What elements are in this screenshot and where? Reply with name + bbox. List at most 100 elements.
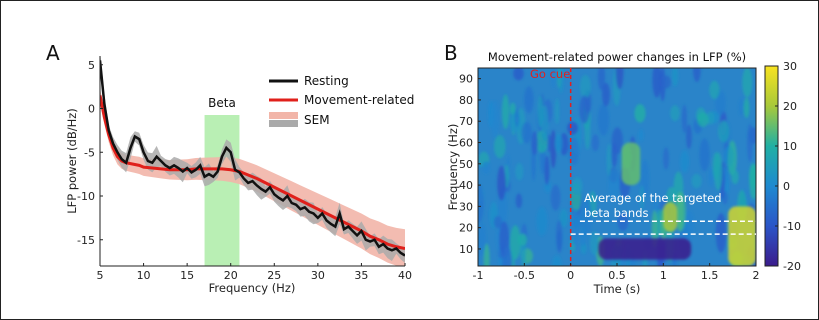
heatmap-cell bbox=[749, 163, 756, 200]
beta-band-label: Beta bbox=[208, 96, 236, 110]
heatmap-cell bbox=[634, 104, 646, 123]
band-annotation-line1: Average of the targeted bbox=[584, 191, 722, 205]
heatmap-y-tick-label: 90 bbox=[459, 73, 473, 86]
beta-band-highlight bbox=[204, 115, 240, 266]
movement-related-line bbox=[100, 95, 405, 250]
heatmap-cell bbox=[536, 206, 548, 236]
heatmap-cell bbox=[589, 231, 600, 256]
legend: Resting Movement-related SEM bbox=[269, 74, 414, 127]
heatmap-cell bbox=[497, 165, 506, 201]
heatmap-cell bbox=[531, 131, 538, 156]
heatmap-cell bbox=[666, 187, 677, 207]
heatmap-cell bbox=[608, 168, 620, 202]
heatmap-y-tick-label: 70 bbox=[459, 115, 473, 128]
heatmap-cell bbox=[715, 212, 727, 253]
heatmap-cell bbox=[483, 243, 490, 266]
panel-b-label: B bbox=[444, 41, 458, 65]
x-tick-label: 20 bbox=[224, 269, 238, 282]
heatmap-cell bbox=[731, 169, 739, 185]
heatmap-cell bbox=[515, 163, 524, 181]
heatmap-cell bbox=[684, 210, 695, 239]
heatmap-cell bbox=[661, 75, 672, 89]
heatmap-cell bbox=[671, 68, 679, 87]
heatmap-cell bbox=[615, 68, 624, 90]
heatmap-cell bbox=[602, 82, 610, 107]
colorbar-tick-label: 20 bbox=[783, 100, 797, 113]
heatmap-cell bbox=[567, 121, 579, 135]
heatmap-y-tick-label: 20 bbox=[459, 222, 473, 235]
heatmap-x-tick-label: -1 bbox=[473, 269, 484, 282]
heatmap-cell bbox=[718, 120, 730, 143]
heatmap-y-tick-label: 50 bbox=[459, 158, 473, 171]
heatmap-cell bbox=[591, 134, 600, 152]
heatmap-cell bbox=[743, 97, 750, 119]
heatmap-cell bbox=[550, 68, 557, 89]
heatmap-region bbox=[621, 142, 641, 186]
heatmap-cell bbox=[681, 104, 688, 134]
heatmap-cell bbox=[521, 121, 532, 144]
heatmap-y-tick-label: 80 bbox=[459, 94, 473, 107]
time-frequency-heatmap: -1 -0.5 0 0.5 1 1.5 2 10 20 30 40 50 60 70 80 90 bbox=[459, 67, 760, 282]
heatmap-cell bbox=[550, 184, 561, 211]
heatmap-x-tick-label: 0 bbox=[567, 269, 574, 282]
heatmap-cell bbox=[513, 68, 524, 81]
legend-movement-label: Movement-related bbox=[304, 93, 414, 107]
heatmap-cell bbox=[693, 68, 701, 82]
heatmap-cell bbox=[559, 208, 569, 227]
heatmap-x-tick-label: -0.5 bbox=[514, 269, 535, 282]
heatmap-y-axis-title: Frequency (Hz) bbox=[446, 124, 460, 211]
heatmap-cell bbox=[541, 105, 549, 141]
heatmap-cell bbox=[727, 145, 734, 175]
heatmap-x-axis-title: Time (s) bbox=[593, 282, 641, 296]
legend-sem-swatch-movement bbox=[269, 112, 298, 119]
y-tick-label: 5 bbox=[88, 59, 95, 72]
heatmap-cell bbox=[514, 107, 519, 127]
colorbar-tick-label: 10 bbox=[783, 140, 797, 153]
y-tick-label: -15 bbox=[77, 234, 95, 247]
heatmap-cell bbox=[580, 227, 587, 246]
legend-sem-swatch-resting bbox=[269, 120, 298, 127]
heatmap-y-tick-label: 30 bbox=[459, 200, 473, 213]
y-tick-label: -5 bbox=[84, 146, 95, 159]
heatmap-cell bbox=[478, 183, 484, 224]
heatmap-cell bbox=[686, 124, 692, 150]
y-tick-label: -10 bbox=[77, 190, 95, 203]
heatmap-region bbox=[728, 206, 756, 266]
axis-ticks: 5 10 15 20 25 30 35 40 5 0 -5 -10 -15 bbox=[77, 59, 412, 282]
colorbar-tick-label: 30 bbox=[783, 60, 797, 73]
heatmap-cell bbox=[547, 134, 552, 153]
y-tick-label: 0 bbox=[88, 103, 95, 116]
resting-line bbox=[100, 60, 405, 257]
colorbar-tick-label: -10 bbox=[783, 220, 801, 233]
heatmap-cell bbox=[571, 177, 583, 196]
heatmap-cell bbox=[556, 68, 562, 89]
heatmap-cell bbox=[481, 161, 491, 174]
x-tick-label: 30 bbox=[311, 269, 325, 282]
heatmap-cell bbox=[680, 150, 690, 173]
heatmap-cell bbox=[501, 246, 513, 266]
heatmap-axis-ticks: -1 -0.5 0 0.5 1 1.5 2 10 20 30 40 50 60 70 80 90 bbox=[459, 73, 760, 282]
heatmap-cell bbox=[715, 90, 726, 116]
heatmap-x-tick-label: 0.5 bbox=[608, 269, 626, 282]
heatmap-cell bbox=[501, 94, 510, 130]
heatmap-cell bbox=[487, 100, 494, 128]
heatmap-cell bbox=[517, 233, 528, 246]
heatmap-cell bbox=[638, 129, 644, 142]
heatmap-cell bbox=[606, 143, 612, 177]
legend-sem-label: SEM bbox=[304, 113, 330, 127]
heatmap-cell bbox=[579, 95, 590, 124]
x-tick-label: 15 bbox=[180, 269, 194, 282]
heatmap-cell bbox=[554, 133, 563, 154]
colorbar: 30 20 10 0 -10 -20 bbox=[764, 60, 801, 273]
x-tick-label: 35 bbox=[354, 269, 368, 282]
heatmap-cell bbox=[709, 80, 720, 100]
heatmap-x-tick-label: 1 bbox=[660, 269, 667, 282]
heatmap-cell bbox=[738, 98, 744, 117]
x-tick-label: 40 bbox=[398, 269, 412, 282]
x-tick-label: 25 bbox=[267, 269, 281, 282]
x-tick-label: 10 bbox=[137, 269, 151, 282]
colorbar-ticks: 30 20 10 0 -10 -20 bbox=[775, 60, 801, 273]
heatmap-cell bbox=[742, 68, 753, 98]
x-tick-label: 5 bbox=[97, 269, 104, 282]
